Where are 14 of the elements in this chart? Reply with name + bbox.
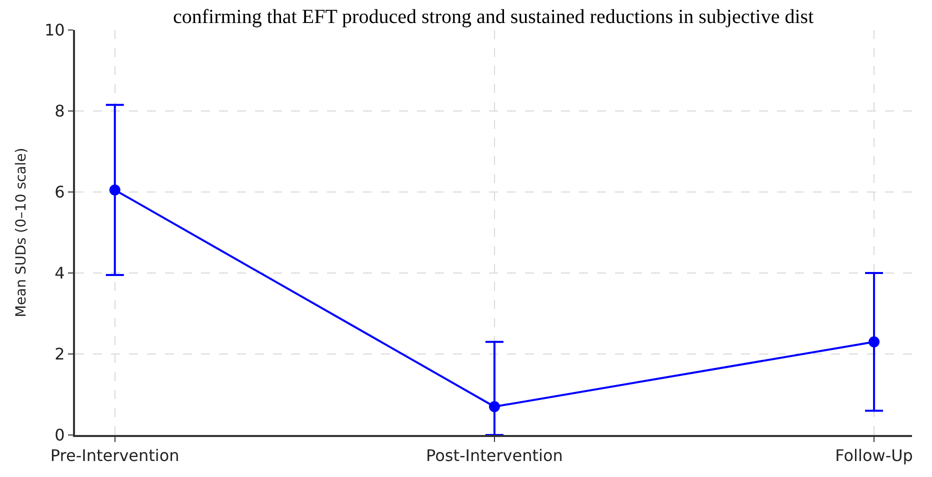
y-axis-title: Mean SUDs (0–10 scale) — [14, 148, 30, 318]
y-tick-label: 4 — [54, 264, 65, 283]
x-tick-label: Post-Intervention — [426, 446, 563, 466]
point — [488, 401, 500, 412]
y-tick-label: 10 — [44, 20, 65, 40]
text: confirming that EFT produced strong and sustained reductions in subjective dist — [173, 6, 814, 28]
y-tick-label: 6 — [54, 182, 65, 202]
y-tick-label: 2 — [54, 344, 65, 364]
x-tick-label: Follow-Up — [835, 446, 913, 466]
point — [109, 184, 120, 196]
x-tick-label: Pre-Intervention — [50, 446, 180, 466]
point — [868, 336, 880, 348]
y-tick-label: 0 — [54, 426, 65, 445]
y-tick-label: 8 — [54, 102, 65, 121]
